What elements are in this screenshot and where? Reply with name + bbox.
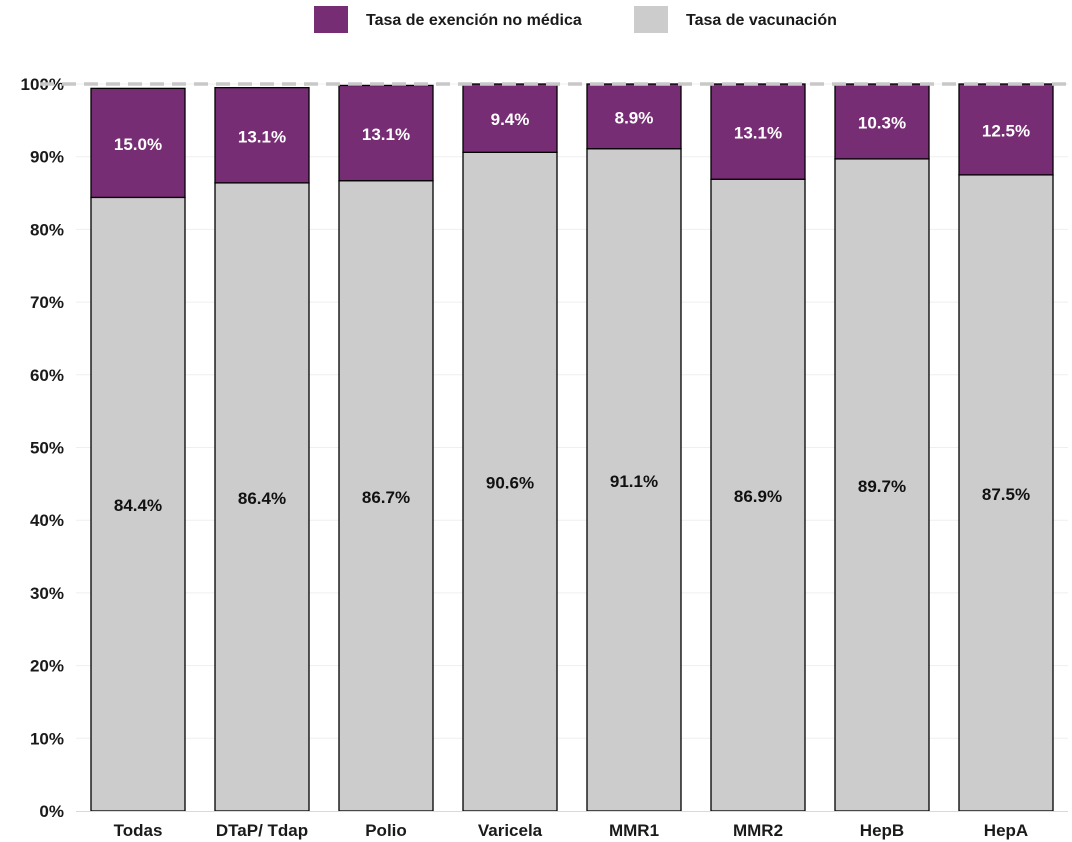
x-tick-label: Varicela: [478, 821, 543, 840]
y-tick-label: 30%: [30, 584, 64, 603]
bar-segment-vacunacion: [338, 180, 434, 812]
y-tick-label: 10%: [30, 729, 64, 748]
x-tick-label: Polio: [365, 821, 407, 840]
bar-segment-vacunacion: [958, 174, 1054, 812]
x-tick-label: MMR2: [733, 821, 783, 840]
data-label-exencion: 13.1%: [734, 124, 782, 143]
data-label-exencion: 10.3%: [858, 113, 906, 132]
y-tick-label: 90%: [30, 148, 64, 167]
y-tick-label: 60%: [30, 366, 64, 385]
bar-segment-vacunacion: [214, 182, 310, 812]
data-label-vacunacion: 90.6%: [486, 474, 534, 493]
x-tick-label: MMR1: [609, 821, 659, 840]
data-label-exencion: 15.0%: [114, 135, 162, 154]
legend-swatch: [314, 6, 348, 33]
y-tick-label: 50%: [30, 439, 64, 458]
y-tick-label: 70%: [30, 293, 64, 312]
bar-segment-exencion: [462, 83, 558, 153]
data-label-exencion: 12.5%: [982, 121, 1030, 140]
y-tick-label: 40%: [30, 511, 64, 530]
data-label-vacunacion: 86.4%: [238, 489, 286, 508]
data-label-vacunacion: 87.5%: [982, 485, 1030, 504]
data-label-exencion: 8.9%: [615, 108, 654, 127]
bars: 84.4% 15.0% 86.4% 13.1% 86.7% 13.1% 90.6% 9.4% 9…: [90, 83, 1054, 812]
y-tick-label: 0%: [39, 802, 64, 821]
data-label-exencion: 13.1%: [238, 127, 286, 146]
data-label-exencion: 9.4%: [491, 110, 530, 129]
bar-segment-vacunacion: [462, 151, 558, 812]
data-label-vacunacion: 89.7%: [858, 477, 906, 496]
data-label-exencion: 13.1%: [362, 125, 410, 144]
bar-segment-exencion: [338, 84, 434, 182]
y-tick-label: 80%: [30, 220, 64, 239]
legend-swatch: [634, 6, 668, 33]
x-tick-label: DTaP/ Tdap: [216, 821, 308, 840]
bar-segment-exencion: [586, 83, 682, 150]
data-label-vacunacion: 86.9%: [734, 487, 782, 506]
bar-segment-exencion: [90, 87, 186, 199]
data-label-vacunacion: 91.1%: [610, 472, 658, 491]
data-label-vacunacion: 86.7%: [362, 488, 410, 507]
bar-segment-vacunacion: [586, 148, 682, 812]
x-tick-label: HepA: [984, 821, 1028, 840]
data-label-vacunacion: 84.4%: [114, 496, 162, 515]
y-tick-label: 20%: [30, 657, 64, 676]
y-axis: 0%10%20%30%40%50%60%70%80%90%100%: [21, 75, 64, 821]
x-tick-label: Todas: [114, 821, 163, 840]
legend: Tasa de exención no médica Tasa de vacuna…: [314, 6, 837, 33]
x-tick-label: HepB: [860, 821, 904, 840]
bar-segment-vacunacion: [90, 196, 186, 812]
bar-segment-exencion: [958, 83, 1054, 176]
bar-segment-exencion: [214, 86, 310, 184]
x-axis: Todas DTaP/ Tdap Polio Varicela MMR1 MMR2 HepB…: [76, 811, 1068, 840]
bar-segment-vacunacion: [710, 178, 806, 812]
bar-segment-exencion: [710, 83, 806, 180]
legend-label: Tasa de exención no médica: [366, 12, 582, 29]
legend-label: Tasa de vacunación: [686, 12, 837, 29]
